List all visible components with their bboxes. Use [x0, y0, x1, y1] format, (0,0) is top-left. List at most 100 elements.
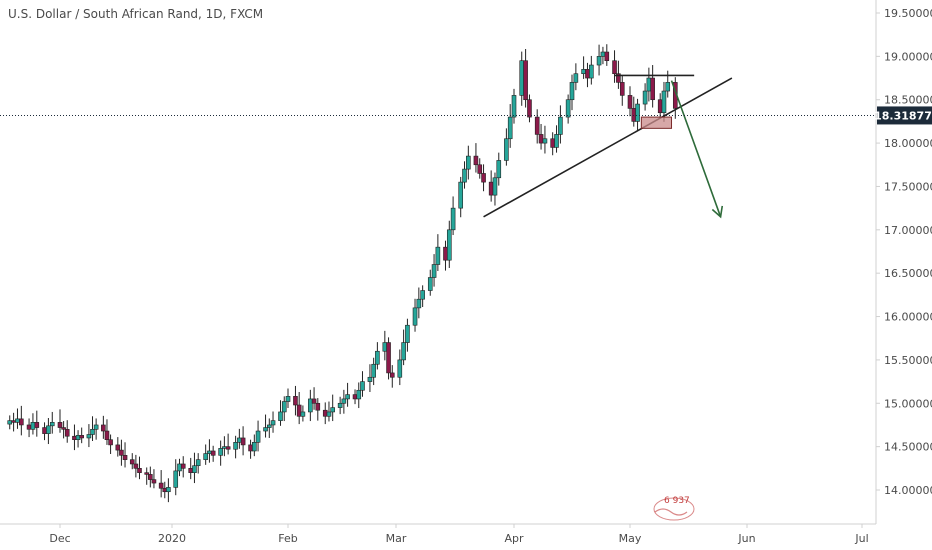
candle-body-up: [195, 459, 201, 467]
candle-body-up: [466, 155, 471, 170]
candle-body-down: [248, 444, 253, 452]
candle: [252, 434, 257, 457]
candle-body-down: [627, 95, 633, 109]
candle: [133, 454, 139, 478]
candle: [119, 439, 124, 466]
y-tick-label: 18.50000: [884, 94, 932, 107]
candle-body-up: [263, 427, 268, 432]
candle: [504, 128, 509, 166]
candle-body-down: [57, 422, 63, 428]
current-price-badge: 18.31877: [874, 106, 932, 125]
candle-body-down: [180, 463, 186, 469]
candle: [137, 456, 142, 480]
candle: [435, 234, 441, 272]
candle: [34, 410, 40, 437]
candle: [462, 161, 467, 189]
candle: [86, 424, 92, 448]
candle-body-down: [481, 173, 486, 183]
candle-body-up: [308, 398, 313, 413]
candle-body-up: [642, 90, 648, 105]
candle-body-down: [240, 437, 246, 446]
candle: [604, 44, 610, 66]
candle: [144, 467, 150, 485]
candles-layer: [7, 44, 678, 503]
candle-body-up: [646, 77, 652, 92]
candle: [397, 349, 403, 386]
candle-body-down: [311, 398, 317, 404]
candle-body-up: [573, 73, 579, 83]
candle-body-up: [15, 418, 20, 423]
chart-title: U.S. Dollar / South African Rand, 1D, FX…: [8, 7, 263, 21]
candle-body-up: [405, 324, 410, 343]
candle-body-up: [30, 422, 36, 430]
candle-body-down: [619, 82, 625, 96]
candle-body-down: [523, 60, 528, 101]
y-tick-label: 18.00000: [884, 137, 932, 150]
candle-body-up: [565, 99, 571, 118]
candle: [569, 74, 575, 111]
candle-body-up: [345, 394, 350, 400]
candle-body-up: [427, 277, 433, 291]
candle: [619, 75, 625, 106]
candle: [458, 176, 464, 218]
candle: [496, 152, 502, 186]
watermark-logo: 6 937: [653, 496, 695, 521]
x-tick-label: May: [619, 532, 642, 545]
candle: [225, 433, 231, 455]
candle: [285, 388, 291, 409]
candle-body-up: [462, 168, 467, 183]
candle: [311, 387, 317, 410]
candle-body-up: [665, 82, 671, 92]
candle: [341, 389, 347, 414]
candle-body-down: [534, 116, 540, 135]
candle: [255, 420, 261, 452]
candle: [345, 382, 350, 407]
y-tick-label: 19.50000: [884, 7, 932, 20]
candle-body-up: [233, 441, 238, 450]
candle: [263, 414, 268, 438]
x-tick-label: Dec: [49, 532, 70, 545]
candle-body-down: [296, 404, 302, 417]
candle-body-up: [218, 448, 223, 456]
candle: [612, 50, 617, 83]
candle: [240, 426, 246, 456]
candle: [46, 418, 51, 445]
candle-body-up: [412, 307, 418, 326]
candle-body-up: [252, 441, 257, 452]
candle-body-down: [144, 472, 150, 475]
candle-body-down: [527, 99, 532, 118]
x-tick-label: Jun: [737, 532, 755, 545]
y-tick-label: 17.00000: [884, 224, 932, 237]
candle: [542, 125, 548, 154]
candle-body-down: [550, 138, 555, 148]
candle-body-up: [222, 446, 227, 449]
candle-body-down: [293, 396, 298, 406]
candle-body-up: [300, 411, 306, 417]
candle-body-down: [315, 402, 321, 411]
candle: [356, 382, 362, 409]
candle: [281, 396, 287, 422]
candle: [129, 453, 135, 470]
candle-body-up: [458, 181, 464, 209]
candle: [115, 437, 121, 457]
candle-body-up: [173, 470, 179, 488]
candle-body-up: [446, 229, 452, 261]
candle-body-down: [64, 428, 70, 437]
candle-body-down: [119, 449, 124, 456]
candle: [300, 405, 306, 422]
candle-body-up: [542, 138, 548, 144]
candle-body-up: [435, 246, 441, 265]
candle-body-down: [122, 455, 128, 460]
candle: [565, 94, 571, 124]
candle-body-down: [148, 474, 153, 480]
candle: [375, 342, 380, 370]
candle: [49, 411, 55, 434]
y-tick-label: 17.50000: [884, 180, 932, 193]
candle: [93, 418, 99, 440]
candle-body-up: [492, 177, 498, 196]
candle: [308, 389, 313, 422]
candle-body-down: [657, 99, 663, 114]
candle-body-down: [42, 427, 47, 434]
candle: [57, 409, 63, 433]
